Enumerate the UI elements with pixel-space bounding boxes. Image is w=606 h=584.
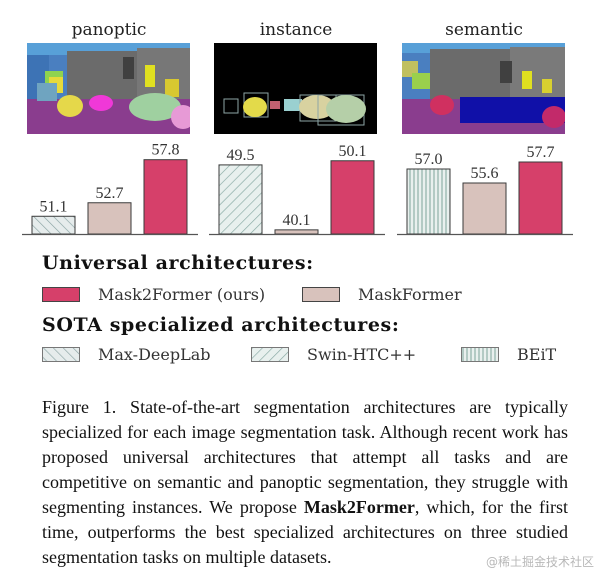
- legend-item-beit: BEiT: [461, 344, 556, 364]
- panoptic-bar-chart: 51.1 52.7 57.8: [22, 142, 198, 236]
- panel-title-panoptic: panoptic: [71, 20, 147, 40]
- panoptic-value-label-max-deeplab: 51.1: [40, 198, 68, 215]
- watermark: @稀土掘金技术社区: [485, 555, 594, 569]
- instance-bar-swin-htc: [218, 164, 263, 235]
- semantic-bar-maskformer: [462, 182, 507, 235]
- panoptic-value-label-mask2former-ours: 57.8: [152, 142, 180, 159]
- panel-title-semantic: semantic: [445, 20, 523, 40]
- legend-label-maskformer: MaskFormer: [358, 284, 462, 304]
- legend-label-swinhtc: Swin-HTC++: [307, 344, 417, 364]
- caption-text-start: Figure 1. State-of-the-art segmentation …: [42, 397, 568, 517]
- semantic-bar-mask2former-ours: [518, 161, 563, 235]
- legend-label-beit: BEiT: [517, 344, 557, 364]
- instance-segmentation-image: [214, 43, 377, 134]
- panel-title-instance: instance: [259, 20, 333, 40]
- legend-label-mask2former: Mask2Former (ours): [98, 284, 266, 304]
- legend-swatch-swinhtc: [251, 346, 289, 362]
- legend-swatch-maxdeeplab: [42, 346, 80, 362]
- figure-caption: Figure 1. State-of-the-art segmentation …: [42, 395, 568, 570]
- legend-label-maxdeeplab: Max-DeepLab: [98, 344, 211, 364]
- panoptic-value-label-maskformer: 52.7: [96, 185, 124, 202]
- instance-bar-mask2former-ours: [330, 160, 375, 235]
- legend-heading-specialized: SOTA specialized architectures:: [42, 314, 400, 336]
- semantic-bar-beit: [406, 168, 451, 235]
- semantic-bar-chart: 57.0 55.6 57.7: [397, 144, 573, 236]
- semantic-value-label-mask2former-ours: 57.7: [527, 144, 555, 161]
- instance-value-label-mask2former-ours: 50.1: [339, 143, 367, 160]
- legend-swatch-maskformer: [302, 286, 340, 302]
- instance-value-label-maskformer: 40.1: [283, 212, 311, 229]
- legend-item-mask2former: Mask2Former (ours): [42, 284, 265, 304]
- instance-bar-maskformer: [274, 229, 319, 235]
- legend-heading-universal: Universal architectures:: [42, 252, 314, 274]
- caption-text-end: , which, for the first time, outperforms…: [42, 497, 569, 567]
- legend-item-maxdeeplab: Max-DeepLab: [42, 344, 210, 364]
- legend-item-swinhtc: Swin-HTC++: [251, 344, 416, 364]
- legend-swatch-beit: [461, 346, 499, 362]
- instance-value-label-swin-htc: 49.5: [227, 147, 255, 164]
- panoptic-bar-mask2former-ours: [143, 159, 188, 235]
- legend-swatch-mask2former: [42, 286, 80, 302]
- semantic-segmentation-image: [402, 43, 565, 134]
- instance-bar-chart: 49.5 40.1 50.1: [209, 143, 385, 236]
- panoptic-segmentation-image: [27, 43, 190, 134]
- caption-model-name: Mask2Former: [303, 497, 415, 517]
- semantic-value-label-maskformer: 55.6: [471, 165, 499, 182]
- panoptic-bar-maskformer: [87, 202, 132, 235]
- semantic-value-label-beit: 57.0: [415, 151, 443, 168]
- legend-item-maskformer: MaskFormer: [302, 284, 462, 304]
- panoptic-bar-max-deeplab: [31, 215, 76, 235]
